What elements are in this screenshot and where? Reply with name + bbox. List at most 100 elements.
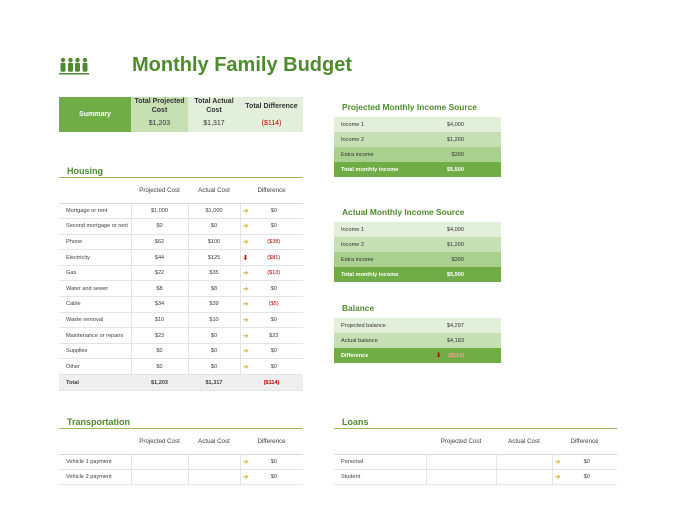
- table-row[interactable]: Cable $34 $39 ➜ ($5): [59, 296, 303, 313]
- table-row[interactable]: Vehicle 1 payment ➜ $0: [59, 454, 303, 470]
- actual-cell[interactable]: $0: [187, 358, 240, 376]
- projected-balance-row[interactable]: Projected balance $4,297: [334, 318, 501, 333]
- summary-header-projected: Total Projected Cost: [131, 97, 188, 115]
- actual-cell[interactable]: $0: [187, 218, 240, 235]
- row-label: Phone: [59, 234, 131, 251]
- table-row[interactable]: Supplies $0 $0 ➜ $0: [59, 343, 303, 360]
- row-label: Electricity: [59, 249, 131, 266]
- actual-cell[interactable]: $100: [187, 234, 240, 251]
- difference-cell: ➜ $0: [239, 280, 303, 298]
- row-label: Maintenance or repairs: [59, 327, 131, 344]
- table-row[interactable]: Student ➜ $0: [334, 469, 617, 485]
- projected-cell[interactable]: [130, 469, 188, 485]
- arrow-right-icon: ➜: [242, 332, 249, 340]
- row-label: Student: [334, 469, 426, 485]
- table-row[interactable]: Gas $22 $35 ➜ ($13): [59, 265, 303, 282]
- summary-difference-value[interactable]: ($114): [240, 115, 303, 132]
- difference-cell: ⬇ ($81): [239, 249, 303, 266]
- projected-cell[interactable]: $8: [130, 280, 188, 298]
- actual-cell[interactable]: $35: [187, 265, 240, 282]
- actual-cell[interactable]: [495, 469, 552, 485]
- projected-cell[interactable]: $44: [130, 249, 188, 266]
- table-row[interactable]: Second mortgage or rent $0 $0 ➜ $0: [59, 218, 303, 235]
- table-row[interactable]: Water and sewer $8 $8 ➜ $0: [59, 280, 303, 298]
- table-row[interactable]: Phone $62 $100 ➜ ($38): [59, 234, 303, 251]
- row-label: Vehicle 1 payment: [59, 454, 131, 470]
- difference-cell: ➜ $0: [239, 358, 303, 376]
- housing-col-item: [59, 180, 131, 204]
- projected-income-total[interactable]: Total monthly income $5,500: [334, 162, 501, 177]
- difference-cell: ➜ $0: [239, 469, 303, 485]
- total-row[interactable]: Total $1,203 $1,317 ($114): [59, 374, 303, 392]
- actual-income-row[interactable]: Extra income $300: [334, 252, 501, 267]
- projected-cell[interactable]: [130, 454, 188, 470]
- projected-cell[interactable]: $0: [130, 218, 188, 235]
- transportation-col-actual: Actual Cost: [188, 431, 240, 455]
- projected-cell[interactable]: $34: [130, 296, 188, 313]
- projected-income-row[interactable]: Income 2 $1,200: [334, 132, 501, 147]
- actual-cell[interactable]: $0: [187, 327, 240, 344]
- projected-cell[interactable]: $62: [130, 234, 188, 251]
- arrow-right-icon: ➜: [554, 473, 561, 481]
- balance-table: Projected balance $4,297 Actual balance $4…: [334, 318, 501, 363]
- actual-cell[interactable]: $8: [187, 280, 240, 298]
- row-label: Gas: [59, 265, 131, 282]
- actual-cell[interactable]: [495, 454, 552, 470]
- actual-cell[interactable]: $125: [187, 249, 240, 266]
- difference-cell: ➜ $0: [551, 454, 617, 470]
- arrow-down-icon: ⬇: [242, 254, 249, 262]
- projected-cell[interactable]: [425, 454, 496, 470]
- table-row[interactable]: Vehicle 2 payment ➜ $0: [59, 469, 303, 485]
- summary-header-actual: Total Actual Cost: [188, 97, 240, 115]
- actual-cell[interactable]: $39: [187, 296, 240, 313]
- actual-cell[interactable]: $1,000: [187, 203, 240, 220]
- actual-cell[interactable]: [187, 469, 240, 485]
- loans-table: Projected Cost Actual Cost Difference Pe…: [334, 431, 617, 485]
- projected-cell[interactable]: $0: [130, 343, 188, 360]
- row-label: Water and sewer: [59, 280, 131, 298]
- arrow-right-icon: ➜: [242, 238, 249, 246]
- arrow-right-icon: ➜: [242, 348, 249, 356]
- housing-table: Projected Cost Actual Cost Difference Mo…: [59, 180, 303, 392]
- table-row[interactable]: Personal ➜ $0: [334, 454, 617, 470]
- projected-income-row[interactable]: Income 1 $4,000: [334, 117, 501, 132]
- projected-cell[interactable]: $0: [130, 358, 188, 376]
- actual-income-row[interactable]: Income 2 $1,200: [334, 237, 501, 252]
- actual-income-table: Income 1 $4,000 Income 2 $1,200 Extra inco…: [334, 222, 501, 282]
- projected-income-row[interactable]: Extra income $300: [334, 147, 501, 162]
- projected-cell[interactable]: $1,000: [130, 203, 188, 220]
- actual-income-total[interactable]: Total monthly income $5,500: [334, 267, 501, 282]
- total-projected: $1,203: [131, 374, 188, 392]
- actual-cell[interactable]: $0: [187, 343, 240, 360]
- projected-income-table: Income 1 $4,000 Income 2 $1,200 Extra inco…: [334, 117, 501, 177]
- family-icon: [59, 57, 89, 75]
- difference-cell: ➜ ($13): [239, 265, 303, 282]
- table-row[interactable]: Mortgage or rent $1,000 $1,000 ➜ $0: [59, 203, 303, 220]
- projected-cell[interactable]: $23: [130, 327, 188, 344]
- actual-cell[interactable]: [187, 454, 240, 470]
- loans-col-actual: Actual Cost: [496, 431, 552, 455]
- balance-difference-row[interactable]: Difference ⬇ ($114): [334, 348, 501, 363]
- table-row[interactable]: Other $0 $0 ➜ $0: [59, 358, 303, 376]
- actual-balance-row[interactable]: Actual balance $4,183: [334, 333, 501, 348]
- loans-col-difference: Difference: [552, 431, 617, 455]
- arrow-right-icon: ➜: [242, 316, 249, 324]
- arrow-right-icon: ➜: [242, 270, 249, 278]
- arrow-right-icon: ➜: [242, 223, 249, 231]
- projected-cell[interactable]: $22: [130, 265, 188, 282]
- projected-cell[interactable]: [425, 469, 496, 485]
- total-difference: ($114): [240, 374, 303, 392]
- summary-label: Summary: [59, 97, 131, 132]
- table-row[interactable]: Maintenance or repairs $23 $0 ➜ $23: [59, 327, 303, 344]
- table-row[interactable]: Waste removal $10 $10 ➜ $0: [59, 312, 303, 329]
- table-row[interactable]: Electricity $44 $125 ⬇ ($81): [59, 249, 303, 266]
- projected-cell[interactable]: $10: [130, 312, 188, 329]
- actual-income-row[interactable]: Income 1 $4,000: [334, 222, 501, 237]
- housing-col-actual: Actual Cost: [188, 180, 240, 204]
- row-label: Supplies: [59, 343, 131, 360]
- projected-income-title: Projected Monthly Income Source: [342, 102, 477, 112]
- actual-cell[interactable]: $10: [187, 312, 240, 329]
- summary-actual-value[interactable]: $1,317: [188, 115, 240, 132]
- total-label: Total: [59, 374, 131, 392]
- summary-projected-value[interactable]: $1,203: [131, 115, 188, 132]
